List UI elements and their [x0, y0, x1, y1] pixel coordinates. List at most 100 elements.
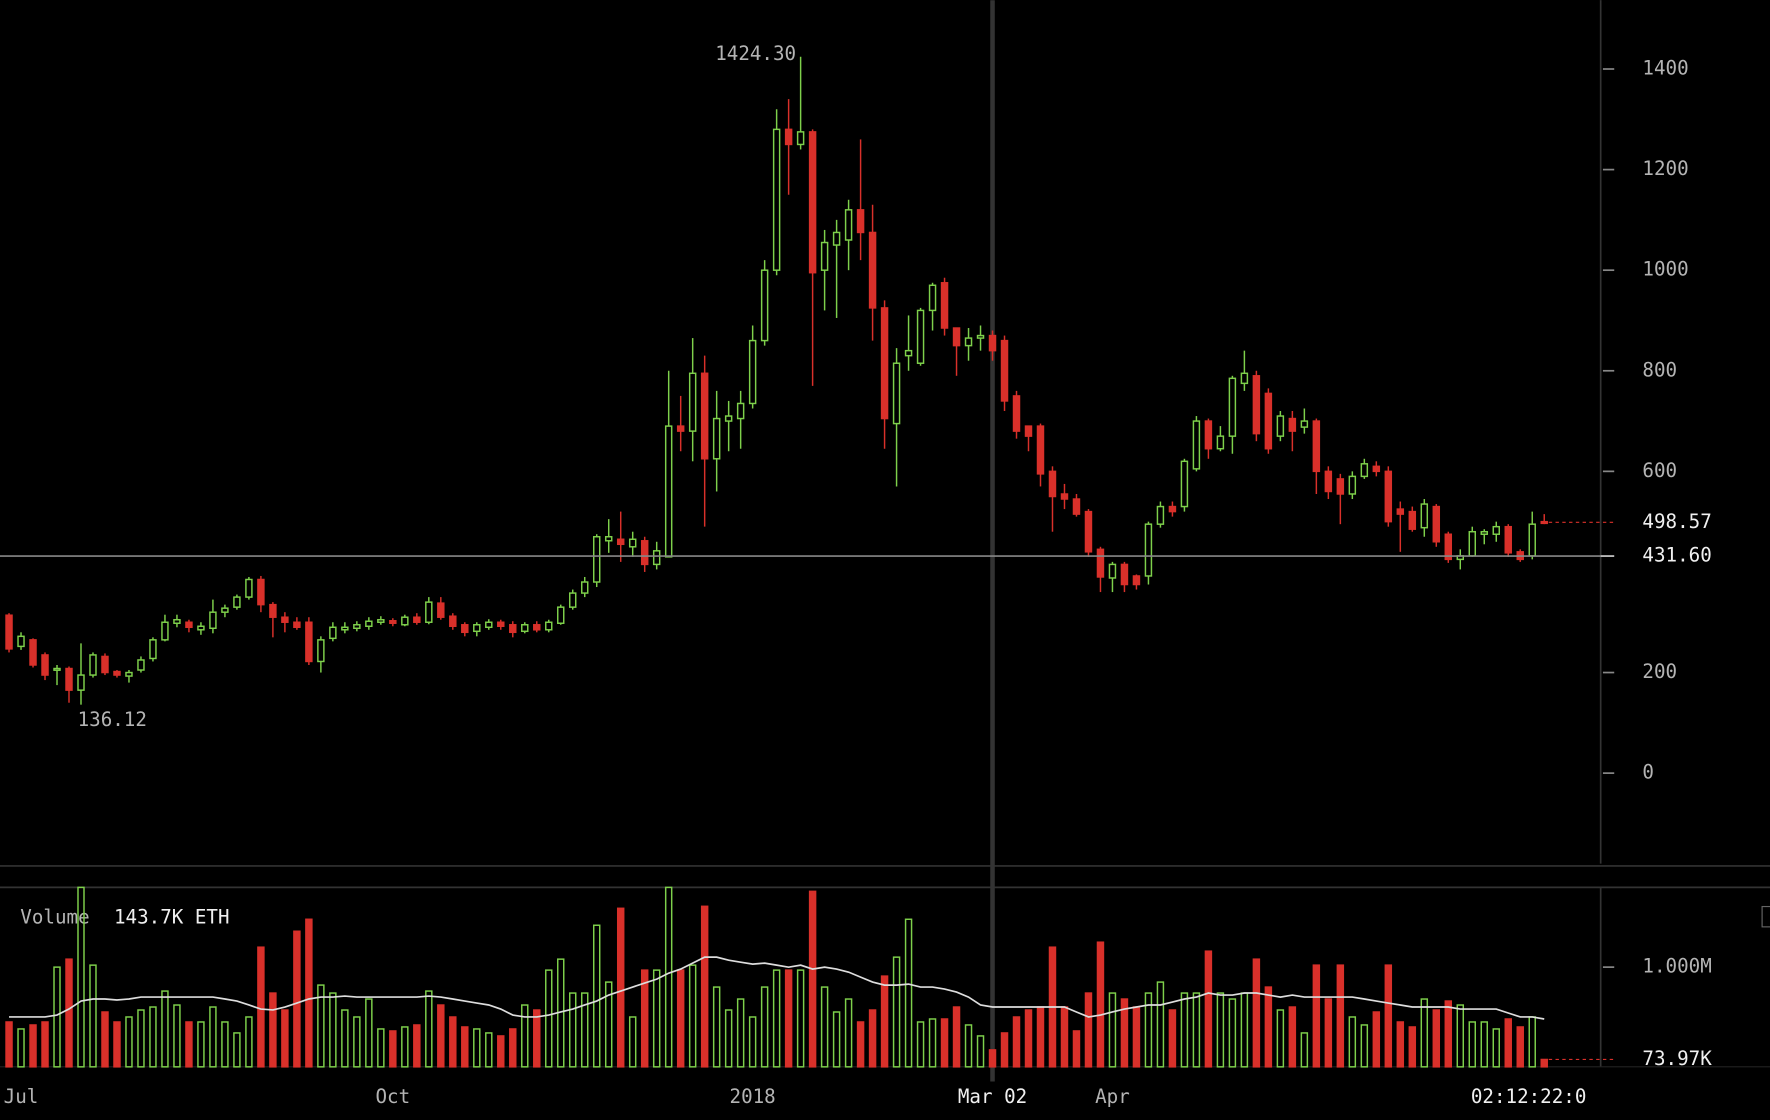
- candle-body: [1252, 375, 1261, 435]
- volume-bar: [257, 946, 265, 1068]
- volume-bar: [1456, 1004, 1465, 1068]
- y-tick-label: 1000: [1642, 258, 1688, 281]
- candle-body: [53, 667, 61, 671]
- candle-body: [1000, 339, 1009, 402]
- candle-body: [1060, 493, 1069, 500]
- candle-body: [245, 578, 253, 598]
- volume-current: 143.7K ETH: [114, 905, 230, 928]
- candle-body: [341, 626, 349, 631]
- candle-body: [1348, 475, 1357, 495]
- candle-body: [952, 327, 961, 347]
- x-tick-label: Apr: [1095, 1085, 1130, 1108]
- candle-body: [1408, 510, 1417, 530]
- candle-body: [1432, 505, 1441, 543]
- candle-body: [101, 655, 109, 674]
- candle-body: [1384, 470, 1393, 523]
- candle-body: [904, 349, 913, 357]
- candle-body: [317, 639, 325, 663]
- volume-bar: [784, 969, 793, 1068]
- candle-body: [485, 621, 493, 629]
- candle-body: [1096, 548, 1105, 578]
- candle-body: [509, 624, 517, 634]
- candle-body: [17, 635, 25, 648]
- panel-button[interactable]: [1761, 905, 1770, 928]
- candle-body: [5, 614, 13, 650]
- y-tick-label: 1200: [1642, 157, 1688, 180]
- volume-bar: [29, 1024, 37, 1068]
- volume-bar: [245, 1016, 253, 1068]
- candle-body: [281, 616, 289, 623]
- volume-bar: [1276, 1009, 1285, 1068]
- candle-body: [1492, 525, 1500, 535]
- volume-bar: [760, 986, 769, 1068]
- candle-body: [652, 550, 661, 566]
- volume-bar: [652, 969, 661, 1068]
- candle-body: [808, 131, 817, 274]
- last-volume-label: 73.97K: [1642, 1047, 1712, 1070]
- candle-body: [772, 128, 781, 271]
- candle-body: [736, 402, 745, 420]
- y-tick-label: 0: [1642, 761, 1654, 784]
- volume-bar: [461, 1026, 469, 1068]
- candle-body: [353, 624, 361, 630]
- y-tick-label: 600: [1642, 459, 1677, 482]
- volume-bar: [413, 1024, 421, 1068]
- volume-bar: [1348, 1016, 1357, 1068]
- volume-bar: [233, 1032, 241, 1068]
- volume-bar: [1468, 1021, 1477, 1068]
- volume-bar: [988, 1049, 997, 1068]
- candle-body: [700, 372, 709, 460]
- volume-tick-label: 1.000M: [1642, 955, 1711, 978]
- candle-body: [389, 619, 397, 624]
- volume-bar: [1120, 998, 1129, 1068]
- volume-bar: [113, 1021, 121, 1068]
- volume-bar: [940, 1018, 949, 1068]
- volume-bar: [1216, 992, 1225, 1068]
- x-tick-label: Oct: [376, 1085, 411, 1108]
- volume-bar: [101, 1011, 109, 1068]
- candle-body: [377, 618, 385, 623]
- candle-body: [868, 231, 877, 309]
- candle-body: [1444, 533, 1453, 561]
- candle-body: [880, 307, 889, 420]
- candle-body: [149, 639, 157, 660]
- countdown: 02:12:22:0: [1471, 1085, 1587, 1108]
- candle-body: [221, 607, 229, 613]
- plot: [5, 0, 1548, 1082]
- candle-body: [569, 592, 577, 608]
- candle-body: [89, 654, 97, 676]
- volume-bar: [964, 1024, 973, 1068]
- volume-bar: [1444, 1000, 1453, 1068]
- volume-bar: [1336, 964, 1345, 1068]
- volume-bar: [1516, 1026, 1524, 1068]
- candle-body: [41, 654, 49, 676]
- candle-body: [29, 639, 37, 666]
- candle-body: [796, 131, 805, 146]
- volume-bar: [293, 930, 301, 1068]
- candle-body: [1036, 425, 1045, 475]
- candle-body: [580, 581, 589, 594]
- candle-body: [928, 284, 937, 312]
- volume-bar: [1084, 992, 1093, 1068]
- volume-bar: [1324, 998, 1333, 1068]
- candle-body: [185, 621, 193, 629]
- last-price-label: 498.57: [1642, 510, 1711, 533]
- volume-bar: [173, 1004, 181, 1068]
- candle-body: [197, 625, 205, 631]
- volume-bar: [509, 1028, 517, 1068]
- x-tick-label: 2018: [730, 1085, 776, 1108]
- volume-bar: [772, 969, 781, 1068]
- candle-body: [784, 128, 793, 146]
- volume-bar: [1504, 1018, 1512, 1068]
- volume-bar: [545, 969, 553, 1068]
- volume-bar: [1492, 1028, 1500, 1068]
- candle-body: [1240, 372, 1249, 385]
- volume-bar: [1204, 950, 1213, 1068]
- volume-bar: [269, 992, 277, 1068]
- volume-bar: [329, 992, 337, 1068]
- volume-label: Volume: [20, 905, 89, 928]
- volume-bar: [1264, 986, 1273, 1068]
- volume-bar: [688, 964, 697, 1068]
- candle-body: [856, 209, 865, 234]
